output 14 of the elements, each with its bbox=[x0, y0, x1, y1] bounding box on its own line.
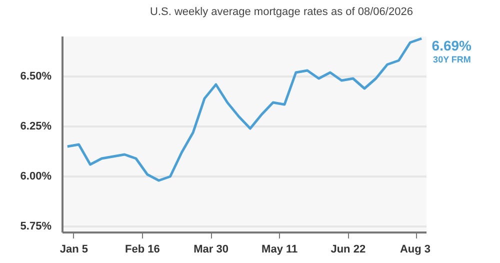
x-tick-label: Jan 5 bbox=[60, 244, 88, 256]
chart-subtitle: U.S. weekly average mortgage rates as of 08/06/2026 bbox=[150, 5, 413, 20]
y-tick-label: 6.50% bbox=[20, 70, 52, 82]
x-tick-label: Feb 16 bbox=[125, 244, 160, 256]
x-tick-label: Mar 30 bbox=[194, 244, 228, 256]
y-tick-label: 6.00% bbox=[20, 170, 52, 182]
line-series bbox=[66, 37, 423, 182]
y-tick-label: 5.75% bbox=[20, 220, 52, 232]
y-tick-label: 6.25% bbox=[20, 120, 52, 132]
text: 30Y FRM bbox=[433, 54, 471, 64]
x-tick-label: Aug 3 bbox=[400, 244, 431, 256]
data-label: 6.69% bbox=[432, 38, 472, 54]
x-tick-label: Jun 22 bbox=[330, 244, 366, 256]
x-tick-label: May 11 bbox=[262, 244, 298, 256]
